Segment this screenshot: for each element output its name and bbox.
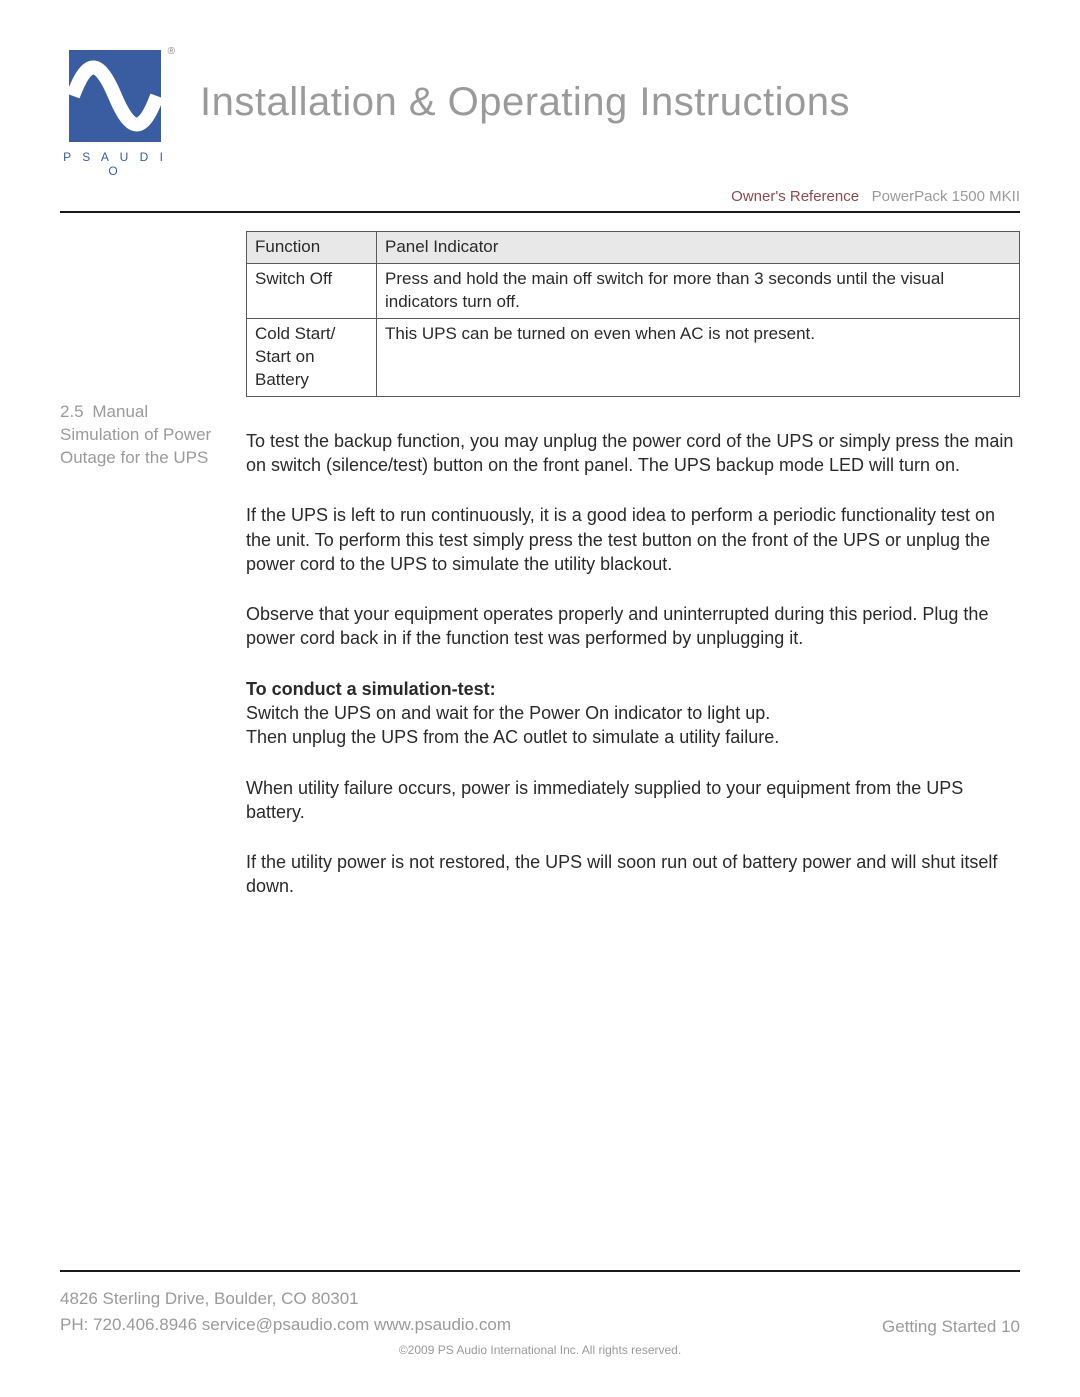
- table-header-row: Function Panel Indicator: [247, 232, 1020, 264]
- table-cell: This UPS can be turned on even when AC i…: [377, 318, 1020, 396]
- table-cell: Cold Start/ Start on Battery: [247, 318, 377, 396]
- brand-logo-block: ® P S A U D I O: [60, 50, 170, 178]
- brand-name: P S A U D I O: [60, 150, 170, 178]
- subheading: To conduct a simulation-test:: [246, 677, 1020, 701]
- owners-reference-line: Owner's Reference PowerPack 1500 MKII: [60, 188, 1020, 205]
- simulation-test-block: To conduct a simulation-test: Switch the…: [246, 677, 1020, 750]
- function-table: Function Panel Indicator Switch Off Pres…: [246, 231, 1020, 397]
- paragraph: Switch the UPS on and wait for the Power…: [246, 701, 1020, 750]
- owners-ref-value: PowerPack 1500 MKII: [872, 188, 1020, 205]
- section-number: 2.5: [60, 402, 84, 421]
- footer-left: 4826 Sterling Drive, Boulder, CO 80301 P…: [60, 1286, 511, 1337]
- registered-mark: ®: [168, 46, 175, 57]
- table-row: Switch Off Press and hold the main off s…: [247, 263, 1020, 318]
- page-footer: 4826 Sterling Drive, Boulder, CO 80301 P…: [60, 1270, 1020, 1357]
- content-area: 2.5 Manual Simulation of Power Outage fo…: [60, 231, 1020, 925]
- table-col-panel-indicator: Panel Indicator: [377, 232, 1020, 264]
- page-title: Installation & Operating Instructions: [200, 50, 850, 125]
- table-cell: Press and hold the main off switch for m…: [377, 263, 1020, 318]
- brand-logo-icon: ®: [69, 50, 161, 142]
- header-rule: [60, 211, 1020, 213]
- footer-row: 4826 Sterling Drive, Boulder, CO 80301 P…: [60, 1286, 1020, 1337]
- table-row: Cold Start/ Start on Battery This UPS ca…: [247, 318, 1020, 396]
- table-col-function: Function: [247, 232, 377, 264]
- paragraph: To test the backup function, you may unp…: [246, 429, 1020, 478]
- page-header: ® P S A U D I O Installation & Operating…: [60, 50, 1020, 178]
- section-sidebar: 2.5 Manual Simulation of Power Outage fo…: [60, 231, 220, 925]
- paragraph: When utility failure occurs, power is im…: [246, 776, 1020, 825]
- paragraph: If the UPS is left to run continuously, …: [246, 503, 1020, 576]
- footer-address: 4826 Sterling Drive, Boulder, CO 80301: [60, 1286, 511, 1312]
- footer-copyright: ©2009 PS Audio International Inc. All ri…: [60, 1343, 1020, 1357]
- page-root: ® P S A U D I O Installation & Operating…: [0, 0, 1080, 1397]
- footer-rule: [60, 1270, 1020, 1272]
- owners-ref-label: Owner's Reference: [731, 188, 859, 205]
- paragraph: Observe that your equipment operates pro…: [246, 602, 1020, 651]
- footer-contact: PH: 720.406.8946 service@psaudio.com www…: [60, 1312, 511, 1338]
- paragraph: If the utility power is not restored, th…: [246, 850, 1020, 899]
- table-cell: Switch Off: [247, 263, 377, 318]
- main-column: Function Panel Indicator Switch Off Pres…: [246, 231, 1020, 925]
- footer-page-label: Getting Started 10: [882, 1317, 1020, 1337]
